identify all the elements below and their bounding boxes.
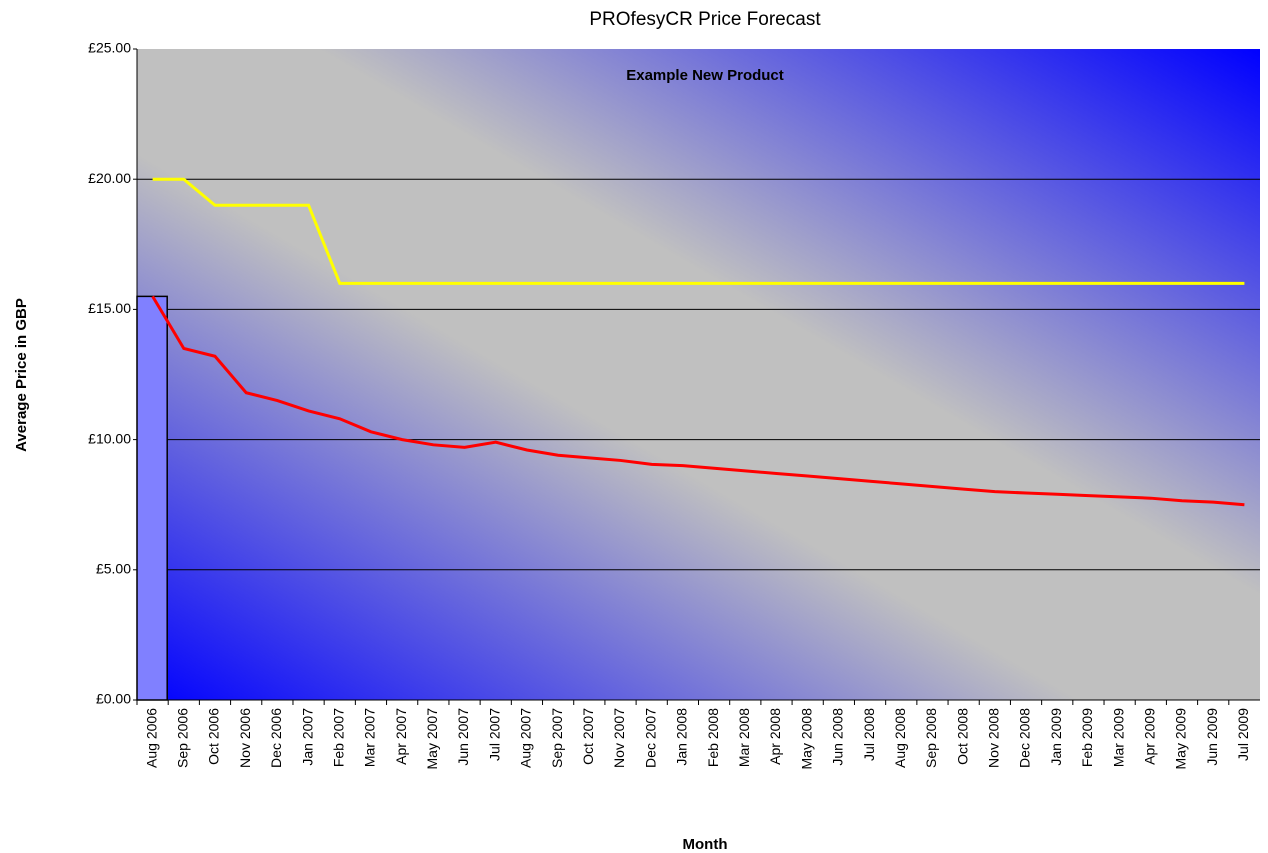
x-tick-label: May 2008 — [798, 708, 814, 770]
x-tick-label: Jan 2008 — [674, 708, 690, 766]
x-axis-label: Month — [683, 836, 728, 853]
x-tick-label: Sep 2007 — [549, 708, 565, 768]
x-tick-label: Nov 2006 — [237, 708, 253, 768]
x-tick-label: Jan 2009 — [1048, 708, 1064, 766]
y-tick-label: £5.00 — [96, 561, 131, 577]
x-tick-label: Apr 2007 — [393, 708, 409, 765]
plot-area — [137, 49, 1260, 700]
y-tick-label: £25.00 — [88, 40, 131, 56]
x-tick-label: Oct 2007 — [580, 708, 596, 765]
y-tick-label: £15.00 — [88, 300, 131, 316]
y-tick-label: £0.00 — [96, 691, 131, 707]
x-tick-label: Feb 2007 — [330, 708, 346, 767]
x-tick-label: Jun 2008 — [830, 708, 846, 766]
x-tick-label: Nov 2008 — [986, 708, 1002, 768]
y-tick-label: £20.00 — [88, 170, 131, 186]
x-tick-label: Sep 2006 — [174, 708, 190, 768]
y-tick-label: £10.00 — [88, 430, 131, 446]
line — [152, 177, 1245, 285]
x-tick-label: Aug 2006 — [143, 708, 159, 768]
chart-subtitle: Example New Product — [626, 67, 784, 84]
x-tick-label: Dec 2008 — [1017, 708, 1033, 768]
y-axis-label: Average Price in GBP — [13, 298, 30, 452]
x-tick-label: Mar 2007 — [362, 708, 378, 767]
x-tick-label: Aug 2008 — [892, 708, 908, 768]
x-tick-label: Jun 2007 — [455, 708, 471, 766]
x-tick-label: Jul 2008 — [861, 708, 877, 761]
x-tick-label: Mar 2009 — [1110, 708, 1126, 767]
x-tick-label: Mar 2008 — [736, 708, 752, 767]
x-tick-label: Apr 2008 — [767, 708, 783, 765]
line — [151, 295, 1245, 507]
x-tick-label: Oct 2008 — [954, 708, 970, 765]
x-tick-label: Jul 2007 — [486, 708, 502, 761]
x-tick-label: Aug 2007 — [518, 708, 534, 768]
x-tick-label: Nov 2007 — [611, 708, 627, 768]
x-tick-label: Feb 2009 — [1079, 708, 1095, 767]
x-tick-label: Jan 2007 — [299, 708, 315, 766]
x-tick-label: Dec 2007 — [642, 708, 658, 768]
x-tick-label: Jul 2009 — [1235, 708, 1251, 761]
x-tick-label: Feb 2008 — [705, 708, 721, 767]
x-tick-label: Apr 2009 — [1142, 708, 1158, 765]
x-tick-label: Sep 2008 — [923, 708, 939, 768]
bar — [136, 295, 168, 701]
chart-title: PROfesyCR Price Forecast — [589, 9, 821, 30]
x-tick-label: Jun 2009 — [1204, 708, 1220, 766]
x-tick-label: Oct 2006 — [206, 708, 222, 765]
x-tick-label: May 2009 — [1173, 708, 1189, 770]
x-tick-label: Dec 2006 — [268, 708, 284, 768]
x-tick-label: May 2007 — [424, 708, 440, 770]
